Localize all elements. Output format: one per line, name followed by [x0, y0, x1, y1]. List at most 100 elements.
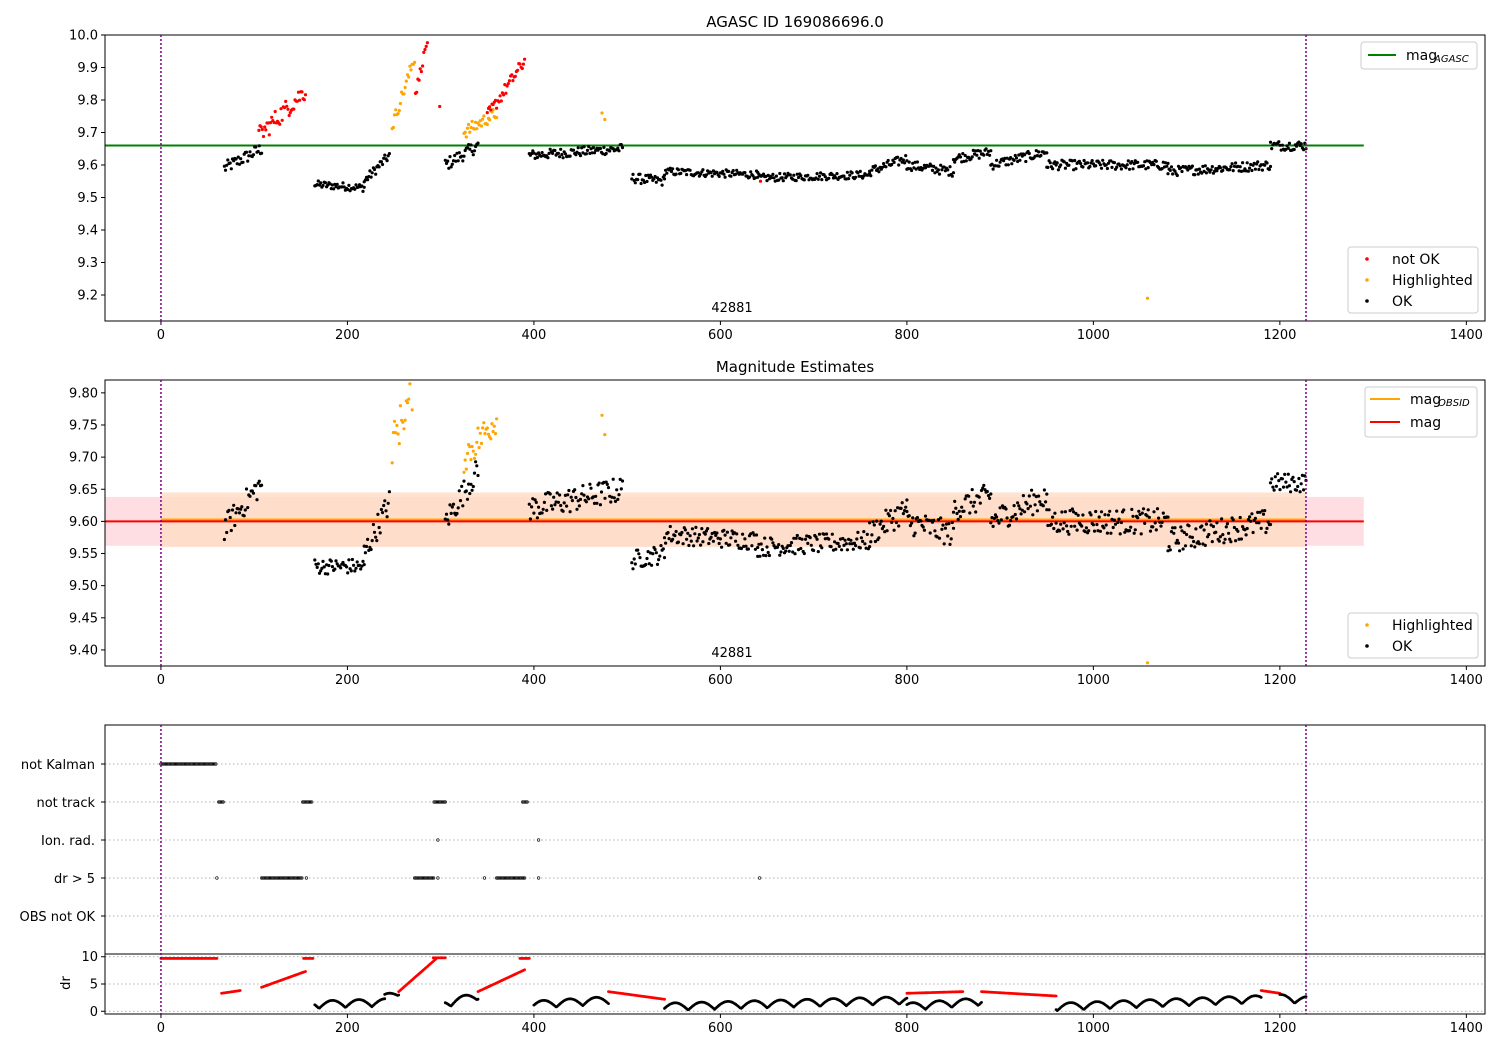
flag-marker: [432, 800, 436, 804]
data-point: [453, 153, 457, 158]
data-point: [954, 506, 958, 510]
data-point: [1161, 511, 1165, 515]
data-point: [553, 503, 557, 507]
data-point: [1210, 165, 1214, 169]
data-point: [1221, 533, 1225, 537]
flag-marker: [270, 876, 274, 880]
data-point: [877, 536, 881, 540]
data-point: [644, 562, 648, 567]
data-point: [989, 492, 993, 496]
data-point: [1180, 529, 1184, 533]
dr-point: [397, 993, 401, 997]
x-tick-label: 400: [522, 328, 547, 343]
data-point: [1130, 507, 1134, 511]
data-point: [897, 163, 901, 167]
axes-frame: [104, 724, 1486, 1015]
data-point: [861, 539, 865, 544]
data-point: [1202, 528, 1206, 532]
data-point: [1066, 529, 1070, 534]
data-point: [1168, 548, 1172, 552]
data-point: [824, 532, 829, 536]
data-point: [1250, 168, 1254, 173]
data-point: [264, 128, 268, 132]
data-point: [1175, 538, 1179, 542]
data-point: [756, 545, 760, 550]
data-point: [472, 456, 477, 460]
data-point: [749, 170, 753, 174]
data-point: [360, 564, 364, 568]
data-point: [729, 536, 733, 540]
data-point: [974, 510, 978, 514]
data-point: [955, 511, 959, 516]
data-point: [1026, 507, 1030, 511]
data-point: [1186, 168, 1190, 172]
legend-highlighted: Highlighted: [1392, 273, 1473, 289]
data-point: [478, 431, 482, 435]
flag-label-not-kalman: not Kalman: [21, 758, 95, 773]
data-point: [1030, 488, 1034, 492]
data-point: [551, 507, 555, 511]
data-point: [721, 169, 725, 173]
data-point: [817, 532, 822, 536]
data-point: [885, 529, 889, 533]
data-point: [1174, 541, 1178, 545]
data-point: [298, 98, 302, 102]
data-point: [342, 185, 346, 189]
x-tick-label: 1400: [1450, 673, 1483, 688]
flag-marker: [419, 876, 423, 880]
data-point: [724, 541, 728, 545]
legend-highlighted: Highlighted: [1392, 618, 1473, 634]
data-point: [528, 517, 533, 521]
data-point: [620, 479, 625, 483]
data-point: [377, 525, 381, 530]
data-point: [611, 477, 615, 481]
data-point: [1009, 519, 1013, 523]
data-point: [471, 449, 475, 453]
data-point: [404, 79, 408, 83]
data-point: [1146, 166, 1150, 170]
data-point: [958, 155, 963, 159]
data-point: [1268, 481, 1273, 485]
data-point: [372, 167, 377, 172]
data-point: [1106, 513, 1111, 517]
data-point: [730, 529, 734, 533]
data-point: [777, 178, 781, 182]
data-point: [1109, 531, 1113, 535]
data-point: [1094, 509, 1098, 514]
data-point: [349, 569, 353, 573]
data-point: [668, 524, 672, 529]
data-point: [1272, 488, 1276, 492]
data-point: [685, 537, 689, 541]
data-point: [806, 173, 810, 177]
data-point: [1111, 525, 1115, 530]
flag-marker: [286, 876, 291, 880]
data-point: [879, 519, 883, 523]
data-point: [1139, 532, 1143, 536]
data-point: [1286, 146, 1290, 150]
dr-point: [1259, 996, 1263, 999]
x-tick-label: 1000: [1077, 673, 1110, 688]
data-point: [379, 507, 383, 512]
flag-marker: [173, 762, 178, 766]
data-point: [1087, 529, 1091, 533]
data-point: [1228, 168, 1232, 172]
data-point: [650, 563, 654, 567]
data-point: [1167, 545, 1171, 549]
data-point: [502, 93, 506, 97]
data-point: [489, 437, 493, 441]
flag-marker: [290, 876, 294, 880]
flag-marker: [288, 876, 292, 880]
data-point: [592, 151, 597, 155]
data-point: [766, 550, 770, 555]
data-point: [1183, 544, 1188, 548]
data-point: [1115, 509, 1119, 513]
data-point: [1144, 167, 1148, 171]
data-point: [1076, 513, 1080, 517]
data-point: [1257, 167, 1261, 172]
data-point: [1103, 513, 1107, 517]
flag-marker: [189, 762, 193, 766]
data-point: [735, 532, 739, 536]
data-point: [900, 501, 904, 505]
data-point: [1261, 512, 1266, 516]
data-point: [472, 471, 477, 475]
